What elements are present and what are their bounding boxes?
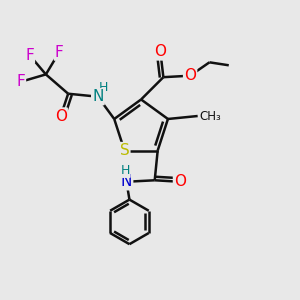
Text: H: H bbox=[120, 164, 130, 177]
Text: F: F bbox=[25, 48, 34, 63]
Text: S: S bbox=[120, 143, 129, 158]
Text: O: O bbox=[154, 44, 166, 59]
Text: H: H bbox=[98, 81, 108, 94]
Text: N: N bbox=[92, 89, 103, 104]
Text: N: N bbox=[121, 174, 132, 189]
Text: F: F bbox=[16, 74, 25, 89]
Text: F: F bbox=[55, 45, 64, 60]
Text: O: O bbox=[184, 68, 196, 83]
Text: CH₃: CH₃ bbox=[199, 110, 221, 122]
Text: O: O bbox=[174, 174, 186, 189]
Text: O: O bbox=[55, 109, 67, 124]
